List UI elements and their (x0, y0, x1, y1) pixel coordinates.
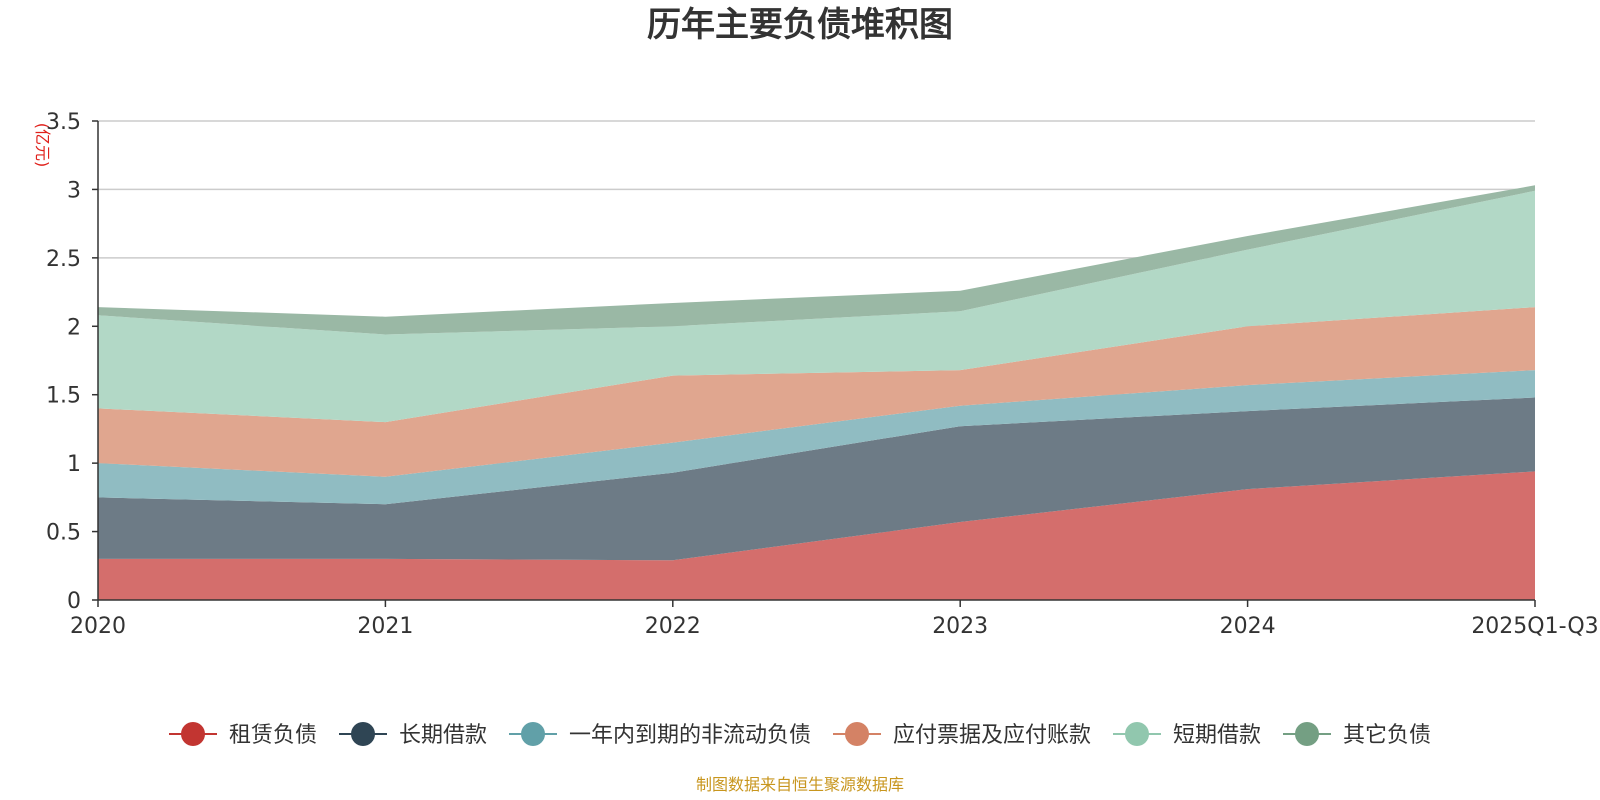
legend-label: 短期借款 (1173, 723, 1261, 748)
legend-label: 应付票据及应付账款 (893, 723, 1091, 748)
area-series-group (98, 185, 1535, 600)
legend-marker (181, 722, 205, 746)
legend-label: 租赁负债 (229, 723, 317, 748)
y-tick-label: 1 (67, 452, 81, 477)
legend-label: 长期借款 (399, 723, 487, 748)
area-series-3[interactable] (98, 370, 1535, 505)
y-tick-label: 2.5 (46, 247, 81, 272)
area-series-2[interactable] (98, 397, 1535, 561)
y-tick-label: 3 (67, 178, 81, 203)
legend-marker (1125, 722, 1149, 746)
legend-marker (351, 722, 375, 746)
legend-item-3[interactable]: 一年内到期的非流动负债 (509, 722, 811, 748)
area-series-1[interactable] (98, 471, 1535, 600)
y-tick-label: 1.5 (46, 384, 81, 409)
legend-item-6[interactable]: 其它负债 (1283, 722, 1431, 748)
legend-item-1[interactable]: 租赁负债 (169, 722, 317, 748)
area-series-6[interactable] (98, 185, 1535, 335)
legend-item-4[interactable]: 应付票据及应付账款 (833, 722, 1091, 748)
area-series-5[interactable] (98, 190, 1535, 423)
area-series-4[interactable] (98, 307, 1535, 477)
data-source-note: 制图数据来自恒生聚源数据库 (696, 775, 904, 794)
y-tick-label: 2 (67, 315, 81, 340)
legend[interactable]: 租赁负债 长期借款 一年内到期的非流动负债 应付票据及应付账款 短期借款 其它负债 (169, 722, 1431, 748)
x-tick-label: 2023 (932, 614, 988, 639)
legend-marker (1295, 722, 1319, 746)
chart-title: 历年主要负债堆积图 (647, 5, 953, 45)
legend-marker (521, 722, 545, 746)
x-tick-label: 2020 (70, 614, 126, 639)
x-tick-label: 2022 (645, 614, 701, 639)
legend-label: 一年内到期的非流动负债 (569, 723, 811, 748)
x-tick-label: 2025Q1-Q3 (1471, 614, 1598, 639)
axes: 0 0.5 1 1.5 2 2.5 3 3.5 2020 2021 2022 2023 2024 2025… (46, 110, 1599, 639)
legend-item-5[interactable]: 短期借款 (1113, 722, 1261, 748)
x-tick-label: 2021 (357, 614, 413, 639)
y-tick-label: 0 (67, 589, 81, 614)
y-axis-unit-label: (亿元) (33, 123, 52, 168)
y-tick-label: 0.5 (46, 521, 81, 546)
y-tick-label: 3.5 (46, 110, 81, 135)
legend-marker (845, 722, 869, 746)
legend-item-2[interactable]: 长期借款 (339, 722, 487, 748)
x-tick-label: 2024 (1220, 614, 1276, 639)
legend-label: 其它负债 (1343, 723, 1431, 748)
